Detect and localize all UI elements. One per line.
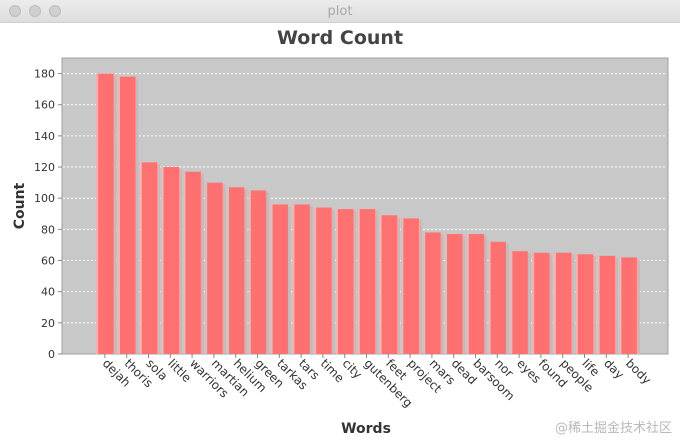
bar-highlight: [488, 241, 491, 354]
bar-highlight: [619, 257, 622, 354]
bar-tars: [292, 204, 310, 354]
bar-green: [248, 190, 267, 354]
bar-highlight: [575, 254, 578, 354]
bar-eyes: [510, 251, 528, 354]
bar-highlight: [597, 255, 600, 354]
bar-mars: [423, 232, 441, 354]
x-tick-label: time: [318, 356, 347, 385]
bars: [96, 73, 640, 354]
bar-highlight: [205, 182, 208, 354]
window-title: plot: [327, 4, 353, 19]
bar-time: [314, 207, 332, 354]
bar-highlight: [510, 251, 513, 354]
y-tick-label: 0: [48, 348, 55, 361]
bar-life: [575, 254, 594, 354]
word-count-chart: Word Count 0 20 40 60 80 100 120 140 160 180 deja…: [12, 27, 669, 437]
bar-highlight: [357, 209, 360, 354]
y-axis: 0 20 40 60 80 100 120 140 160 180: [34, 68, 62, 361]
y-tick-label: 80: [41, 223, 55, 236]
x-axis-label: Words: [341, 421, 391, 437]
x-axis: dejahthorissolalittlewarriorsmartianheli…: [100, 354, 654, 410]
bar-helium: [226, 187, 245, 354]
bar-found: [532, 252, 550, 354]
y-tick-label: 20: [41, 317, 55, 330]
minimize-window-button[interactable]: [29, 5, 41, 17]
bar-city: [335, 209, 354, 354]
watermark: @稀土掘金技术社区: [554, 421, 672, 436]
bar-highlight: [401, 218, 404, 354]
bar-highlight: [423, 232, 426, 354]
bar-day: [597, 255, 616, 354]
bar-dejah: [96, 73, 114, 354]
bar-highlight: [226, 187, 229, 354]
bar-gutenberg: [357, 209, 376, 354]
bar-highlight: [314, 207, 317, 354]
bar-tarkas: [270, 204, 289, 354]
bar-highlight: [444, 234, 447, 354]
x-tick-label: body: [623, 356, 654, 387]
x-tick-label: little: [165, 356, 194, 385]
bar-highlight: [96, 73, 99, 354]
bar-highlight: [117, 76, 120, 354]
y-axis-label: Count: [12, 182, 28, 229]
bar-body: [619, 257, 637, 354]
y-tick-label: 180: [34, 68, 55, 81]
bar-nor: [488, 241, 507, 354]
y-tick-label: 40: [41, 286, 55, 299]
bar-highlight: [270, 204, 273, 354]
bar-highlight: [292, 204, 295, 354]
bar-project: [401, 218, 419, 354]
y-tick-label: 160: [34, 99, 55, 112]
bar-highlight: [183, 171, 186, 354]
y-tick-label: 100: [34, 192, 55, 205]
title-bar: plot: [0, 0, 680, 23]
bar-warriors: [183, 171, 201, 354]
bar-martian: [205, 182, 223, 354]
bar-sola: [139, 162, 158, 354]
bar-highlight: [553, 252, 556, 354]
y-tick-label: 60: [41, 255, 55, 268]
bar-highlight: [532, 252, 535, 354]
bar-little: [161, 167, 180, 354]
bar-people: [553, 252, 572, 354]
x-tick-label: day: [601, 356, 627, 382]
bar-highlight: [379, 215, 382, 354]
bar-highlight: [248, 190, 251, 354]
y-tick-label: 140: [34, 130, 55, 143]
bar-feet: [379, 215, 398, 354]
bar-thoris: [117, 76, 136, 354]
close-window-button[interactable]: [9, 5, 21, 17]
bar-highlight: [139, 162, 142, 354]
bar-barsoom: [466, 234, 485, 354]
maximize-window-button[interactable]: [49, 5, 61, 17]
bar-highlight: [335, 209, 338, 354]
chart-title: Word Count: [277, 27, 403, 49]
y-tick-label: 120: [34, 161, 55, 174]
x-tick-label: eyes: [514, 356, 544, 386]
bar-highlight: [466, 234, 469, 354]
bar-dead: [444, 234, 463, 354]
bar-highlight: [161, 167, 164, 354]
